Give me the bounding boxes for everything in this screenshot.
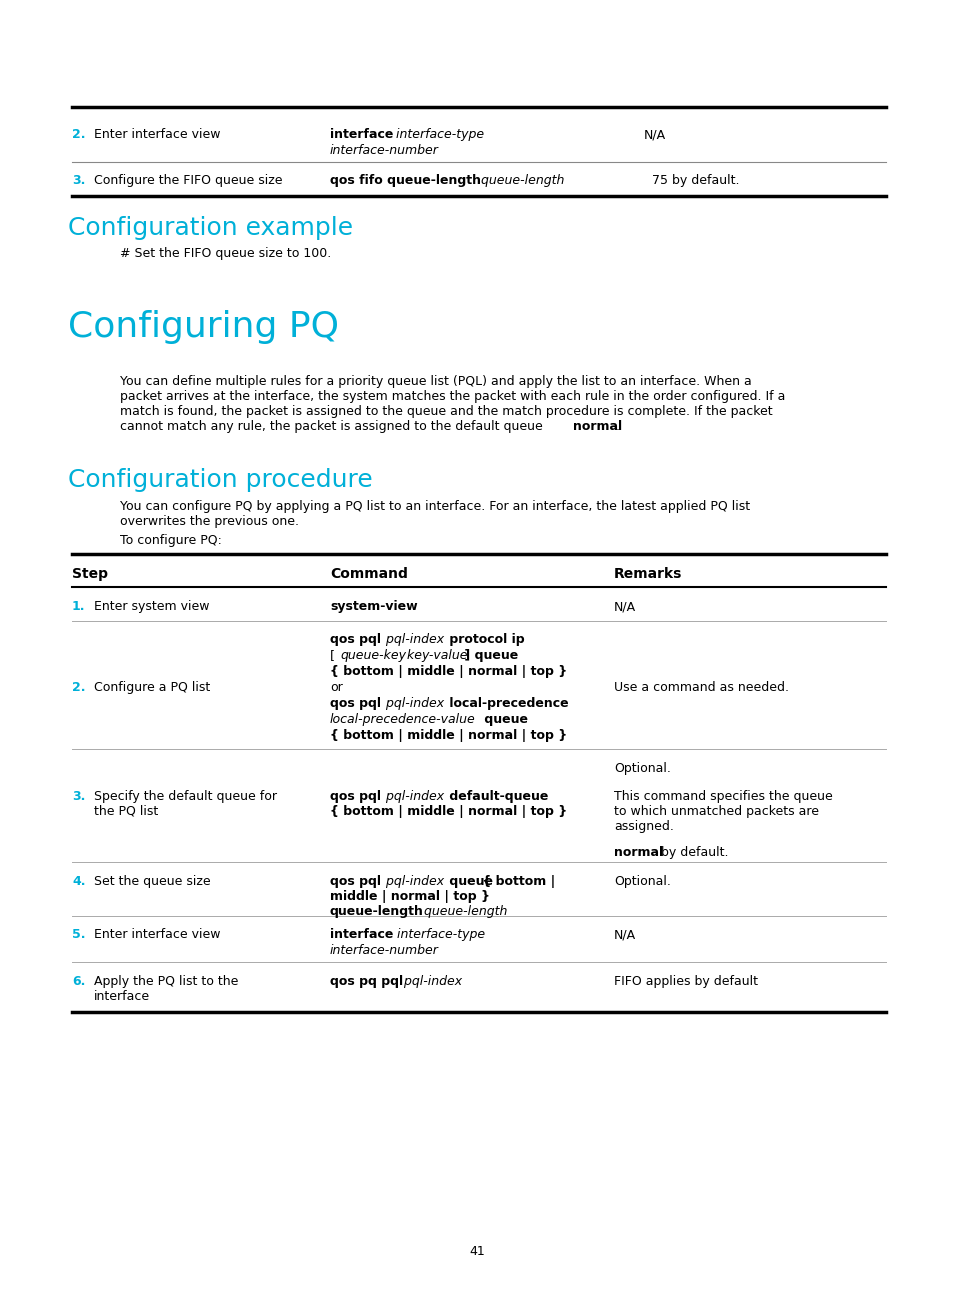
Text: Use a command as needed.: Use a command as needed. [614, 680, 788, 693]
Text: normal: normal [573, 420, 621, 433]
Text: Command: Command [330, 568, 408, 581]
Text: 2.: 2. [71, 128, 86, 141]
Text: Configuration procedure: Configuration procedure [68, 468, 373, 492]
Text: protocol ip: protocol ip [444, 632, 524, 645]
Text: Apply the PQ list to the: Apply the PQ list to the [94, 975, 238, 988]
Text: 1.: 1. [71, 600, 86, 613]
Text: 41: 41 [469, 1245, 484, 1258]
Text: qos pql: qos pql [330, 791, 380, 804]
Text: pql-index: pql-index [381, 632, 444, 645]
Text: queue: queue [479, 713, 527, 726]
Text: queue-length: queue-length [476, 174, 564, 187]
Text: Specify the default queue for: Specify the default queue for [94, 791, 276, 804]
Text: Enter system view: Enter system view [94, 600, 210, 613]
Text: pql-index: pql-index [381, 875, 444, 888]
Text: interface: interface [330, 128, 393, 141]
Text: packet arrives at the interface, the system matches the packet with each rule in: packet arrives at the interface, the sys… [120, 390, 784, 403]
Text: queue-key: queue-key [339, 649, 406, 662]
Text: You can define multiple rules for a priority queue list (PQL) and apply the list: You can define multiple rules for a prio… [120, 375, 751, 388]
Text: local-precedence: local-precedence [444, 697, 568, 710]
Text: { bottom | middle | normal | top }: { bottom | middle | normal | top } [330, 805, 567, 818]
Text: qos pql: qos pql [330, 697, 380, 710]
Text: interface-type: interface-type [393, 928, 485, 941]
Text: { bottom | middle | normal | top }: { bottom | middle | normal | top } [330, 728, 567, 743]
Text: # Set the FIFO queue size to 100.: # Set the FIFO queue size to 100. [120, 248, 331, 260]
Text: pql-index: pql-index [399, 975, 461, 988]
Text: ] queue: ] queue [459, 649, 517, 662]
Text: Enter interface view: Enter interface view [94, 928, 220, 941]
Text: by default.: by default. [657, 846, 728, 859]
Text: You can configure PQ by applying a PQ list to an interface. For an interface, th: You can configure PQ by applying a PQ li… [120, 500, 749, 513]
Text: interface: interface [94, 990, 150, 1003]
Text: This command specifies the queue: This command specifies the queue [614, 791, 832, 804]
Text: middle | normal | top }: middle | normal | top } [330, 890, 490, 903]
Text: qos fifo queue-length: qos fifo queue-length [330, 174, 480, 187]
Text: default-queue: default-queue [444, 791, 548, 804]
Text: interface-number: interface-number [330, 144, 438, 157]
Text: 75 by default.: 75 by default. [643, 174, 739, 187]
Text: the PQ list: the PQ list [94, 805, 158, 818]
Text: { bottom |: { bottom | [477, 875, 555, 888]
Text: qos pql: qos pql [330, 632, 380, 645]
Text: pql-index: pql-index [381, 697, 444, 710]
Text: To configure PQ:: To configure PQ: [120, 534, 222, 547]
Text: to which unmatched packets are: to which unmatched packets are [614, 805, 818, 818]
Text: system-view: system-view [330, 600, 417, 613]
Text: qos pql: qos pql [330, 875, 380, 888]
Text: N/A: N/A [614, 928, 636, 941]
Text: Enter interface view: Enter interface view [94, 128, 220, 141]
Text: 6.: 6. [71, 975, 85, 988]
Text: N/A: N/A [643, 128, 665, 141]
Text: Configure a PQ list: Configure a PQ list [94, 680, 210, 693]
Text: FIFO applies by default: FIFO applies by default [614, 975, 758, 988]
Text: match is found, the packet is assigned to the queue and the match procedure is c: match is found, the packet is assigned t… [120, 404, 772, 419]
Text: Remarks: Remarks [614, 568, 681, 581]
Text: 3.: 3. [71, 174, 85, 187]
Text: Optional.: Optional. [614, 875, 670, 888]
Text: 2.: 2. [71, 680, 86, 693]
Text: 4.: 4. [71, 875, 86, 888]
Text: queue: queue [444, 875, 493, 888]
Text: interface-type: interface-type [392, 128, 483, 141]
Text: queue-length: queue-length [419, 905, 507, 918]
Text: Configure the FIFO queue size: Configure the FIFO queue size [94, 174, 282, 187]
Text: N/A: N/A [614, 600, 636, 613]
Text: queue-length: queue-length [330, 905, 423, 918]
Text: [: [ [330, 649, 338, 662]
Text: local-precedence-value: local-precedence-value [330, 713, 476, 726]
Text: normal: normal [614, 846, 662, 859]
Text: interface: interface [330, 928, 393, 941]
Text: Step: Step [71, 568, 108, 581]
Text: pql-index: pql-index [381, 791, 444, 804]
Text: overwrites the previous one.: overwrites the previous one. [120, 515, 298, 527]
Text: 3.: 3. [71, 791, 85, 804]
Text: Set the queue size: Set the queue size [94, 875, 211, 888]
Text: Configuring PQ: Configuring PQ [68, 310, 338, 343]
Text: { bottom | middle | normal | top }: { bottom | middle | normal | top } [330, 665, 567, 678]
Text: .: . [616, 420, 619, 433]
Text: Optional.: Optional. [614, 762, 670, 775]
Text: key-value: key-value [402, 649, 467, 662]
Text: or: or [330, 680, 342, 693]
Text: Configuration example: Configuration example [68, 216, 353, 240]
Text: qos pq pql: qos pq pql [330, 975, 403, 988]
Text: assigned.: assigned. [614, 820, 673, 833]
Text: cannot match any rule, the packet is assigned to the default queue: cannot match any rule, the packet is ass… [120, 420, 546, 433]
Text: interface-number: interface-number [330, 943, 438, 956]
Text: 5.: 5. [71, 928, 86, 941]
